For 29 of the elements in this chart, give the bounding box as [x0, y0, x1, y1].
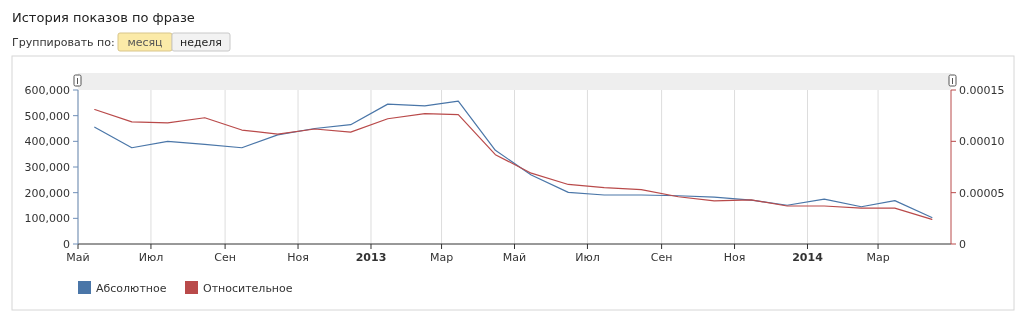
legend-label: Абсолютное — [96, 281, 167, 295]
x-tick-label: Сен — [650, 251, 673, 264]
y2-tick-label: 0 — [959, 237, 966, 251]
x-tick-label: Май — [502, 251, 527, 264]
y-tick-label: 400,000 — [24, 135, 70, 149]
x-tick-label: Сен — [214, 251, 236, 264]
chart-title: История показов по фразе — [12, 10, 195, 25]
x-tick-label: Ноя — [287, 251, 309, 264]
y2-tick-label: 0.00005 — [959, 186, 1005, 200]
y2-tick-label: 0.00010 — [959, 135, 1005, 149]
x-tick-label: Ноя — [723, 251, 746, 264]
y-tick-label: 0 — [63, 237, 70, 251]
y-tick-label: 600,000 — [24, 83, 70, 97]
y-tick-label: 300,000 — [24, 160, 70, 174]
x-tick-label: Мар — [866, 251, 890, 264]
text: Группировать по: — [12, 36, 115, 49]
y-tick-label: 500,000 — [24, 109, 70, 123]
legend-label: Относительное — [203, 281, 293, 295]
x-tick-label: Июл — [138, 251, 164, 264]
y-tick-label: 100,000 — [24, 212, 70, 226]
x-tick-label: Май — [66, 251, 90, 264]
text: неделя — [180, 36, 222, 49]
x-tick-label: Мар — [429, 251, 454, 264]
text: месяц — [127, 36, 163, 49]
x-tick-label: 2014 — [792, 251, 824, 264]
x-tick-label: Июл — [575, 251, 600, 264]
x-tick-label: 2013 — [355, 251, 387, 264]
y-tick-label: 200,000 — [24, 186, 70, 200]
y2-tick-label: 0.00015 — [959, 83, 1005, 97]
